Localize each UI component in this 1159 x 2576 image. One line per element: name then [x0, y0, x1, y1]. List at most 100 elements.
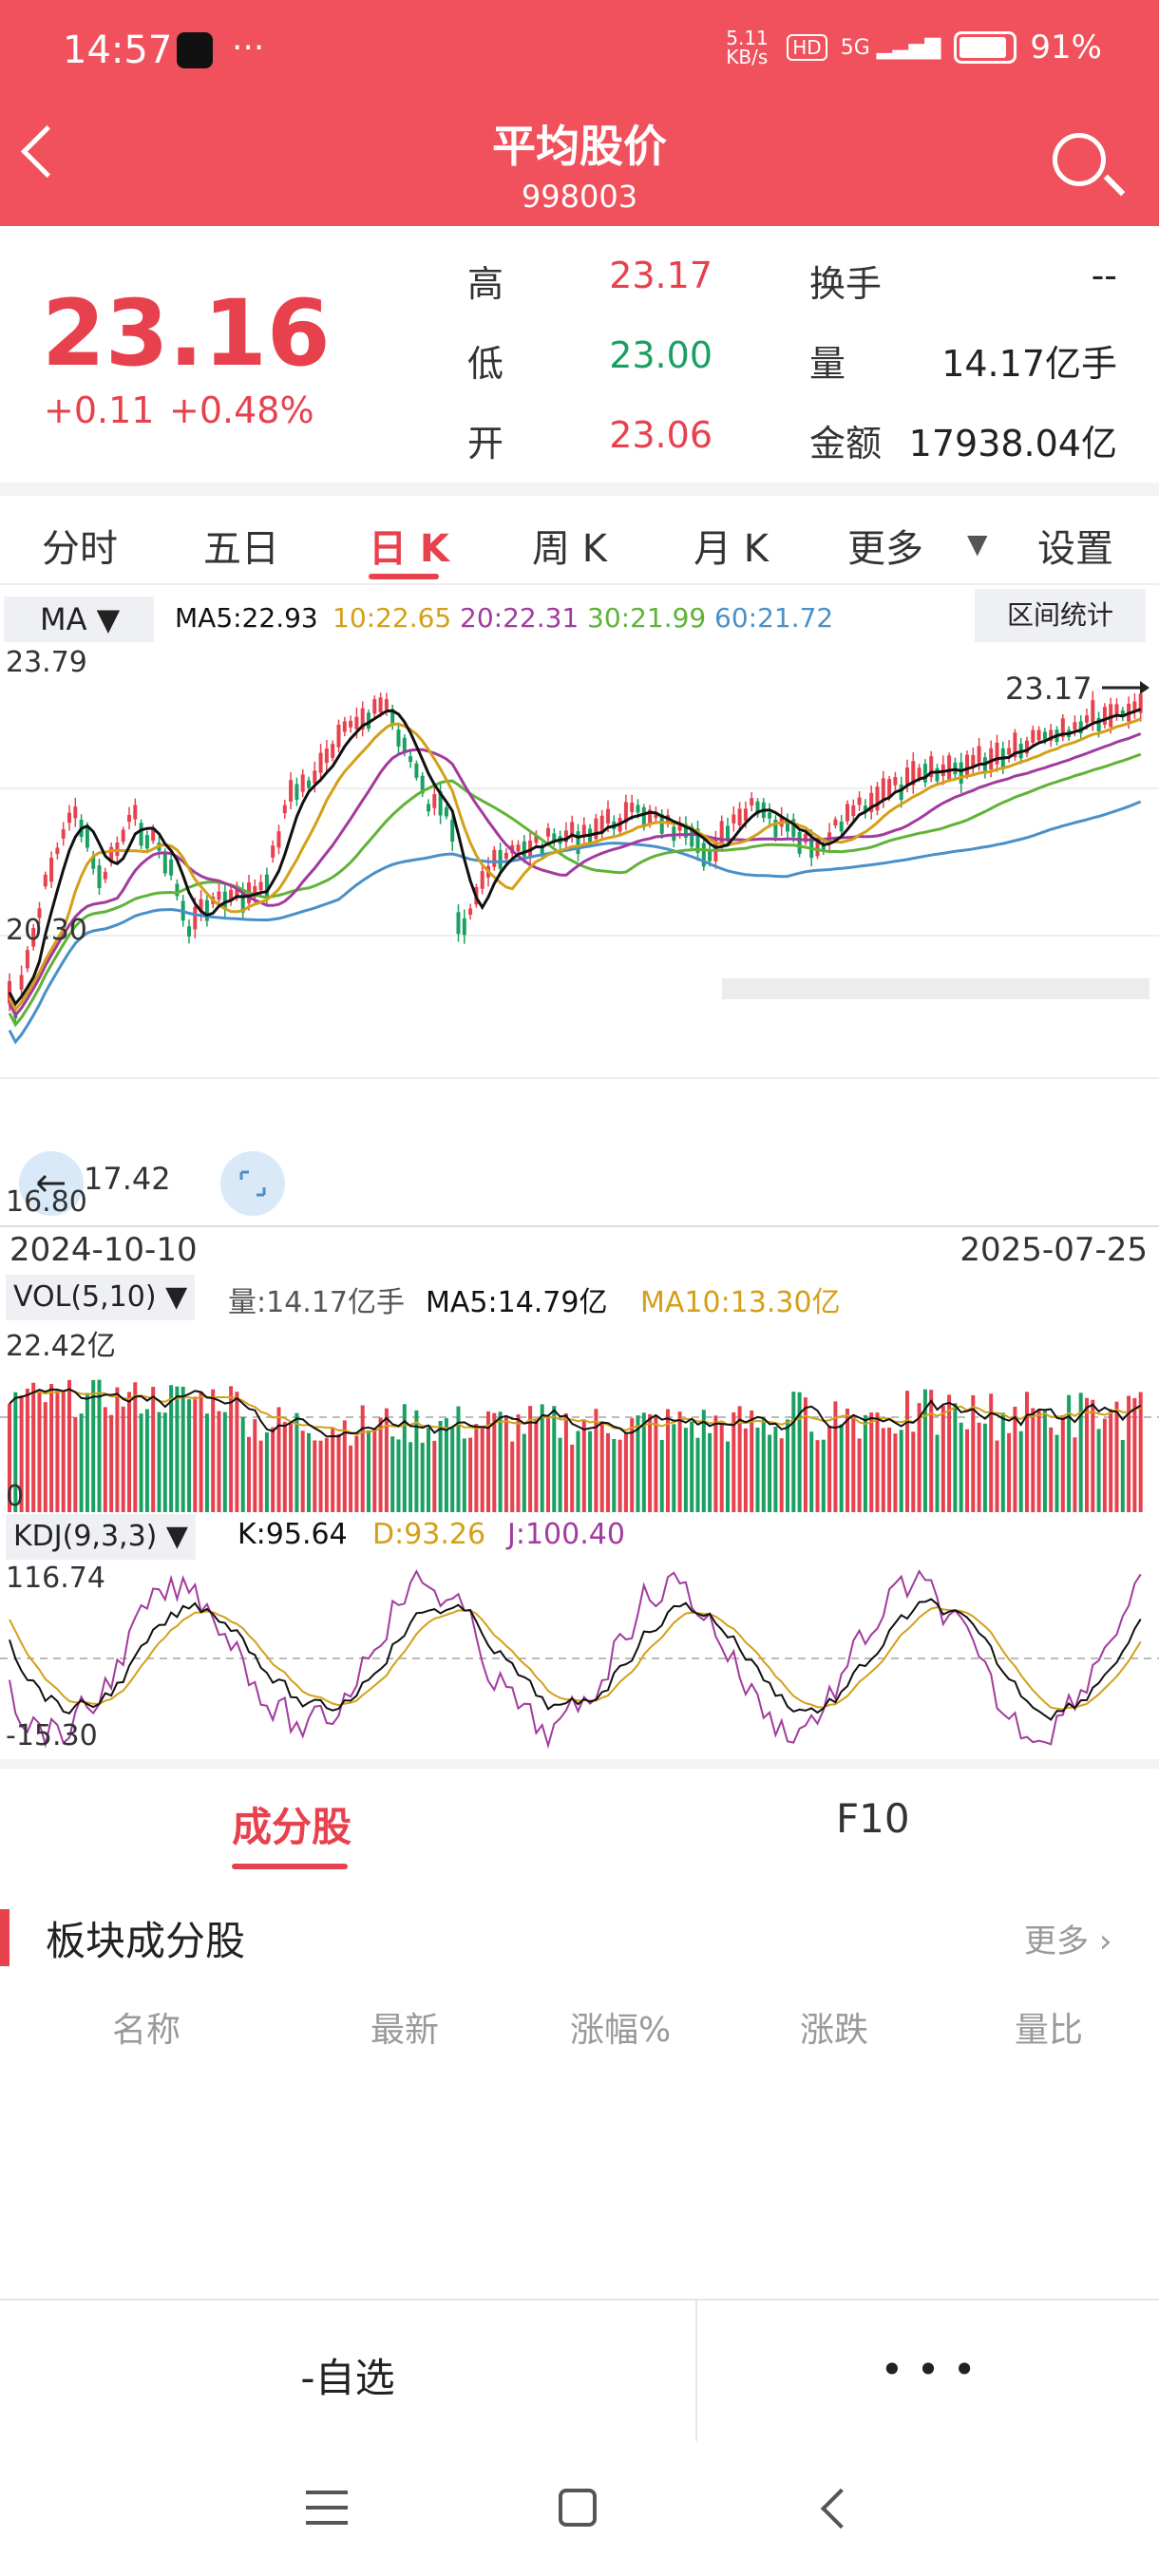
volume-bar	[474, 1424, 479, 1512]
volume-bar	[276, 1407, 281, 1512]
volume-bar	[971, 1394, 976, 1512]
volume-bar	[672, 1424, 676, 1512]
ma-selector[interactable]: MA ▼	[4, 597, 154, 642]
candle-body	[893, 777, 898, 786]
tab-more[interactable]: 更多	[847, 527, 923, 571]
volume-bar	[648, 1413, 653, 1512]
vol-ma10: MA10:13.30亿	[640, 1286, 841, 1319]
candle-body	[732, 814, 736, 824]
volume-bar	[618, 1439, 622, 1512]
more-link[interactable]: 更多 ›	[1024, 1923, 1112, 1960]
candle-body	[240, 889, 245, 913]
search-icon[interactable]	[1053, 133, 1106, 186]
volume-bar	[313, 1440, 317, 1512]
candle-body	[863, 805, 867, 812]
home-nav-icon[interactable]	[559, 2489, 597, 2527]
low-value: 23.00	[609, 334, 712, 376]
candle-body	[73, 806, 78, 819]
volume-bar	[1096, 1429, 1101, 1512]
menu-nav-icon[interactable]	[306, 2491, 348, 2525]
kdj-selector[interactable]: KDJ(9,3,3) ▼	[6, 1514, 196, 1560]
volume-bar	[695, 1437, 700, 1512]
kline-chart[interactable]	[0, 646, 1159, 1225]
section-marker	[0, 1909, 10, 1966]
volume-bar	[414, 1410, 419, 1512]
candle-body	[1042, 731, 1047, 741]
candle-body	[127, 814, 131, 823]
candle-body	[193, 906, 198, 930]
candle-body	[49, 858, 54, 882]
volume-bar	[504, 1415, 508, 1512]
volume-bar	[199, 1391, 203, 1512]
candle-body	[151, 827, 156, 842]
kdj-chart[interactable]	[0, 1563, 1159, 1753]
volume-bar	[612, 1438, 617, 1512]
hd-badge: HD	[787, 34, 827, 61]
col-change[interactable]: 涨跌	[800, 2011, 869, 2050]
volume-bar	[791, 1392, 796, 1512]
col-name[interactable]: 名称	[112, 2011, 181, 2050]
add-watchlist-button[interactable]: -自选	[300, 2355, 395, 2401]
candle-body	[922, 764, 927, 783]
candle-body	[911, 761, 916, 786]
candle-body	[199, 899, 203, 913]
amount-value: 17938.04亿	[908, 423, 1117, 464]
high-value: 23.17	[609, 255, 712, 296]
candle-body	[1060, 718, 1065, 738]
date-end: 2025-07-25	[960, 1231, 1148, 1269]
volume-bar	[1025, 1392, 1029, 1512]
candle-body	[217, 891, 221, 900]
more-actions-button[interactable]: • • •	[880, 2346, 977, 2393]
tab-daily-k[interactable]: 日 K	[369, 527, 449, 571]
volume-bar	[1091, 1399, 1095, 1512]
tab-five-day[interactable]: 五日	[203, 527, 279, 571]
volume-bar	[846, 1408, 849, 1512]
volume-bar	[940, 1405, 945, 1512]
candle-body	[349, 720, 353, 728]
volume-bar	[342, 1420, 347, 1512]
volume-bar	[719, 1422, 724, 1512]
candle-body	[528, 840, 533, 857]
volume-bar	[552, 1406, 557, 1512]
candle-body	[480, 871, 484, 889]
candle-body	[965, 754, 969, 775]
tiktok-icon	[177, 32, 213, 68]
volume-value: 14.17亿手	[941, 343, 1117, 385]
more-dropdown-icon[interactable]: ▼	[967, 528, 988, 559]
tab-settings[interactable]: 设置	[1037, 527, 1113, 571]
candle-body	[462, 918, 466, 936]
candle-body	[55, 847, 60, 855]
volume-bar	[121, 1406, 125, 1512]
volume-bar	[349, 1445, 353, 1512]
volume-bar	[1067, 1394, 1072, 1512]
kdj-d: D:93.26	[372, 1518, 486, 1551]
vol-selector[interactable]: VOL(5,10) ▼	[6, 1275, 196, 1320]
volume-bar	[300, 1430, 305, 1512]
volume-bar	[408, 1442, 413, 1512]
volume-bar	[456, 1406, 461, 1512]
volume-bar	[977, 1422, 981, 1512]
low-label: 低	[467, 343, 504, 385]
tab-constituents[interactable]: 成分股	[232, 1804, 352, 1850]
volume-bar	[803, 1397, 808, 1512]
tab-monthly-k[interactable]: 月 K	[694, 527, 769, 571]
tab-weekly-k[interactable]: 周 K	[532, 527, 607, 571]
volume-bar	[654, 1415, 658, 1512]
candle-body	[19, 975, 24, 990]
tab-intraday[interactable]: 分时	[42, 527, 118, 571]
price-axis-mid: 20.30	[6, 914, 87, 947]
price-axis-top: 23.79	[6, 646, 87, 679]
volume-bar	[576, 1430, 580, 1512]
candle-body	[1049, 729, 1054, 741]
back-nav-icon[interactable]	[820, 2488, 862, 2529]
candle-body	[162, 851, 167, 874]
candle-body	[367, 712, 370, 729]
volume-chart[interactable]	[0, 1322, 1159, 1514]
tab-f10[interactable]: F10	[836, 1795, 910, 1842]
col-change-pct[interactable]: 涨幅%	[570, 2011, 672, 2050]
candle-body	[121, 829, 125, 843]
range-stats-button[interactable]: 区间统计	[975, 589, 1146, 642]
col-latest[interactable]: 最新	[370, 2011, 440, 2050]
candle-body	[846, 804, 849, 822]
col-volume-ratio[interactable]: 量比	[1015, 2011, 1084, 2050]
